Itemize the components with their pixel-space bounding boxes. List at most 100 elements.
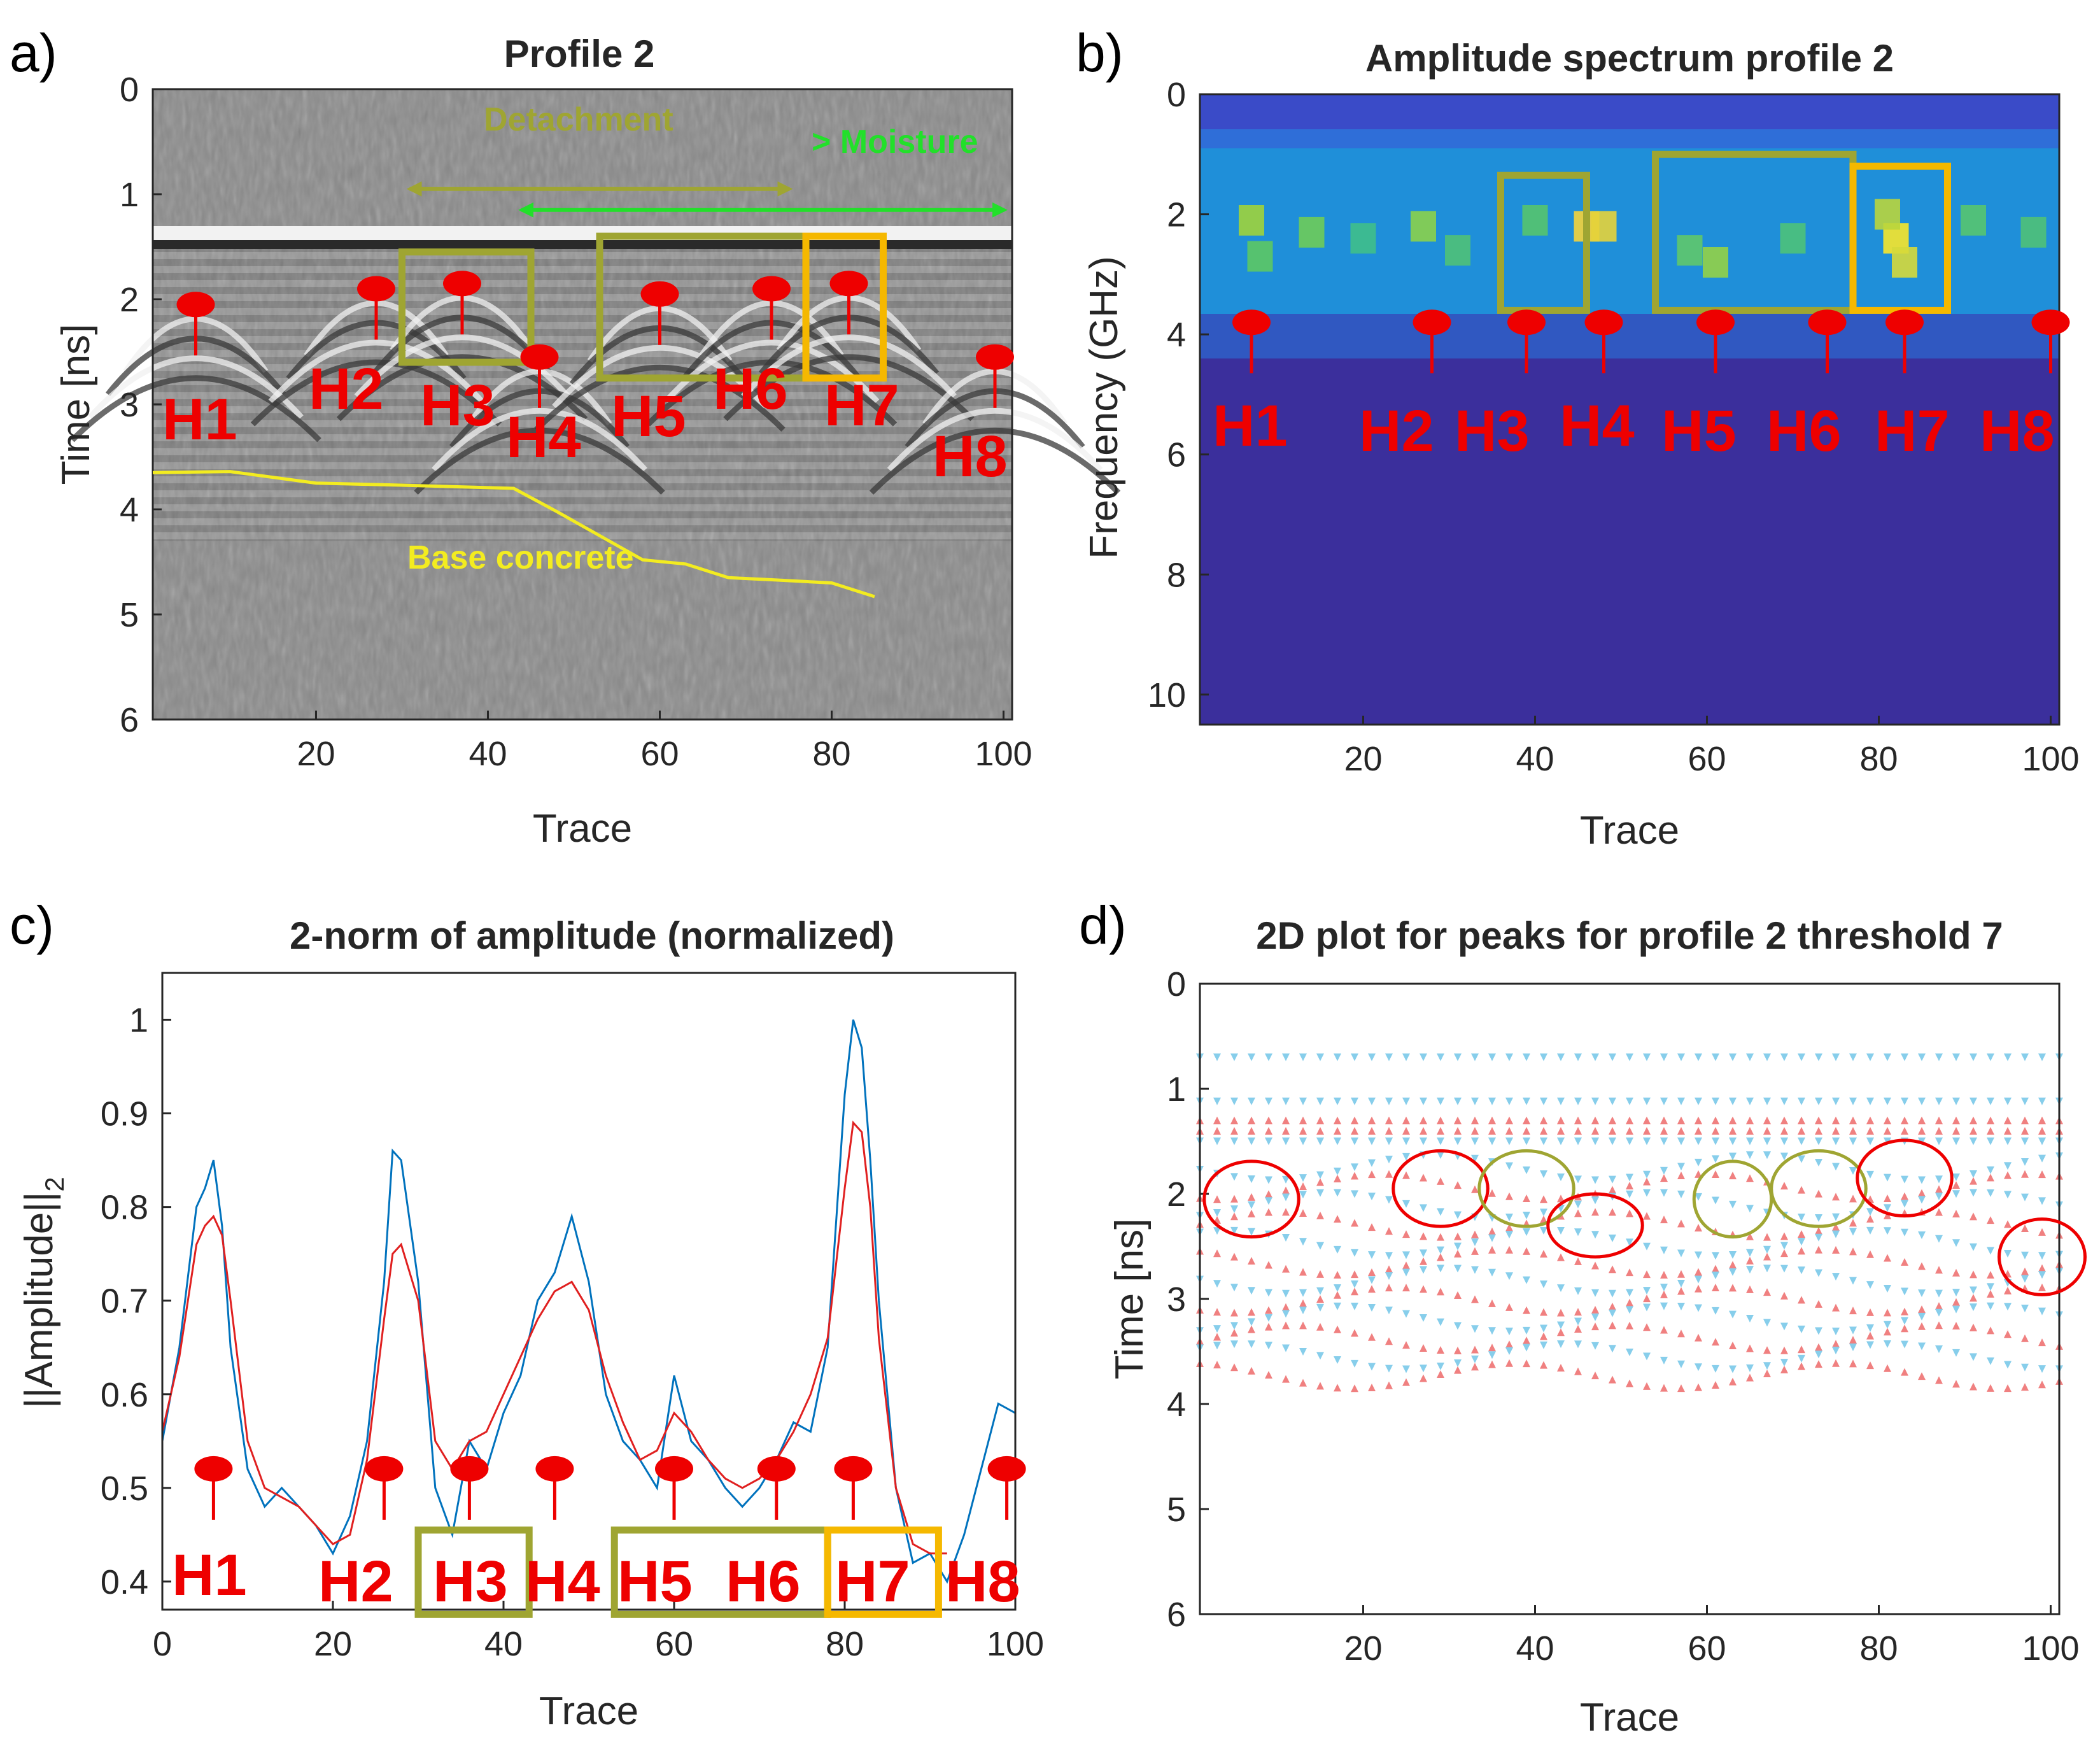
- peak-point-642: [1695, 1284, 1702, 1293]
- peak-point-722: [1316, 1322, 1324, 1331]
- peak-point-752: [1832, 1340, 1840, 1348]
- peak-point-564: [1230, 1284, 1238, 1292]
- peak-point-773: [1316, 1352, 1324, 1360]
- peak-point-125: [1574, 1116, 1582, 1124]
- peak-point-342: [1798, 1186, 1805, 1194]
- peak-point-535: [1609, 1265, 1616, 1273]
- peak-point-616: [1248, 1308, 1255, 1316]
- peak-point-565: [1248, 1287, 1255, 1295]
- peak-point-696: [1746, 1315, 1754, 1323]
- peak-point-436: [1660, 1216, 1668, 1224]
- peak-point-645: [1746, 1285, 1754, 1293]
- peak-point-775: [1351, 1359, 1358, 1368]
- peak-point-697: [1763, 1319, 1771, 1327]
- peak-point-354: [2004, 1171, 2012, 1179]
- peak-point-75: [1591, 1097, 1599, 1105]
- peak-point-598: [1815, 1269, 1822, 1277]
- peak-point-201: [2004, 1127, 2012, 1135]
- peak-point-712: [2021, 1305, 2029, 1313]
- peak-point-221: [1471, 1137, 1479, 1145]
- peak-point-449: [1884, 1211, 1891, 1219]
- panel-a-marker-h7-head: [829, 271, 868, 297]
- peak-point-487: [1660, 1246, 1668, 1254]
- peak-point-232: [1660, 1137, 1668, 1145]
- peak-point-641: [1677, 1287, 1685, 1295]
- panel-d-ytick-label-5: 5: [1167, 1491, 1186, 1529]
- peak-point-431: [1574, 1209, 1582, 1217]
- peak-point-213: [1334, 1137, 1341, 1145]
- peak-point-113: [1368, 1116, 1376, 1124]
- peak-point-328: [1557, 1195, 1565, 1203]
- peak-point-272: [1471, 1154, 1479, 1163]
- panel-a-label: a): [10, 23, 57, 83]
- peak-point-122: [1523, 1116, 1530, 1124]
- peak-point-32: [1729, 1053, 1737, 1061]
- peak-point-644: [1729, 1284, 1737, 1292]
- peak-point-559: [2021, 1267, 2029, 1275]
- peak-point-668: [1265, 1314, 1272, 1322]
- base-concrete-label: Base concrete: [407, 539, 634, 576]
- peak-point-316: [1351, 1172, 1358, 1180]
- peak-point-620: [1316, 1295, 1324, 1303]
- peak-point-791: [1626, 1348, 1633, 1356]
- peak-point-127: [1609, 1116, 1616, 1124]
- panel-c-series: [161, 1019, 1016, 1584]
- peak-point-292: [1815, 1159, 1822, 1167]
- panel-b-marker-h7-head: [1885, 309, 1924, 336]
- peak-point-81: [1695, 1097, 1702, 1105]
- peak-point-496: [1815, 1233, 1822, 1242]
- peak-point-855: [1849, 1359, 1857, 1368]
- peak-point-282: [1643, 1170, 1651, 1179]
- peak-point-767: [1213, 1342, 1221, 1350]
- peak-point-851: [1780, 1365, 1788, 1373]
- peak-point-839: [1574, 1367, 1582, 1375]
- peak-point-89: [1832, 1097, 1840, 1105]
- peak-point-352: [1970, 1177, 1977, 1185]
- peak-point-415: [1299, 1209, 1307, 1217]
- peak-point-733: [1505, 1340, 1513, 1349]
- peak-point-182: [1677, 1127, 1685, 1135]
- peak-point-719: [1265, 1322, 1272, 1331]
- reflection-4-arc-2: [432, 408, 647, 472]
- peak-point-627: [1437, 1287, 1444, 1296]
- peak-point-637: [1609, 1302, 1616, 1310]
- peak-point-831: [1437, 1370, 1444, 1378]
- peak-point-376: [1505, 1213, 1513, 1221]
- peak-point-283: [1660, 1166, 1668, 1175]
- panel-a-y-ticks: 0 1 2 3 4 5 6: [120, 71, 162, 739]
- peak-point-263: [1316, 1171, 1324, 1179]
- peak-point-592: [1712, 1272, 1719, 1280]
- peak-point-800: [1780, 1359, 1788, 1367]
- peak-point-527: [1471, 1247, 1479, 1255]
- spectrum-cell-1: [1239, 205, 1264, 236]
- peak-point-128: [1626, 1116, 1633, 1124]
- peak-point-422: [1420, 1232, 1427, 1240]
- peak-point-471: [1385, 1252, 1393, 1260]
- peak-point-244: [1866, 1137, 1874, 1145]
- peak-point-629: [1471, 1295, 1479, 1303]
- peak-point-591: [1695, 1275, 1702, 1284]
- panel-a-marker-h6-head: [752, 276, 791, 302]
- panel-b-ytick-label-3: 6: [1167, 436, 1186, 474]
- panel-a-label-h5: H5: [611, 384, 686, 449]
- peak-point-829: [1402, 1378, 1410, 1386]
- peak-point-412: [1248, 1209, 1255, 1217]
- peak-point-853: [1815, 1360, 1822, 1368]
- peak-point-520: [1351, 1270, 1358, 1279]
- peak-point-856: [1866, 1361, 1874, 1370]
- peak-point-703: [1866, 1324, 1874, 1332]
- peak-point-830: [1420, 1374, 1427, 1382]
- peak-point-718: [1248, 1325, 1255, 1333]
- peak-point-49: [2021, 1053, 2029, 1061]
- panel-b-frame: [1199, 93, 2061, 726]
- peak-point-238: [1763, 1137, 1771, 1145]
- peak-point-279: [1591, 1176, 1599, 1184]
- peak-point-317: [1368, 1170, 1376, 1179]
- peak-point-672: [1334, 1302, 1341, 1310]
- peak-point-173: [1523, 1127, 1530, 1135]
- peak-point-600: [1849, 1277, 1857, 1285]
- peak-point-589: [1660, 1284, 1668, 1292]
- peak-point-605: [1935, 1289, 1943, 1298]
- peak-point-212: [1316, 1137, 1324, 1145]
- peak-point-10: [1351, 1053, 1358, 1061]
